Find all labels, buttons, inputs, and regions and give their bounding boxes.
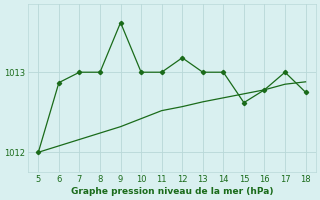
X-axis label: Graphe pression niveau de la mer (hPa): Graphe pression niveau de la mer (hPa) [71,187,273,196]
